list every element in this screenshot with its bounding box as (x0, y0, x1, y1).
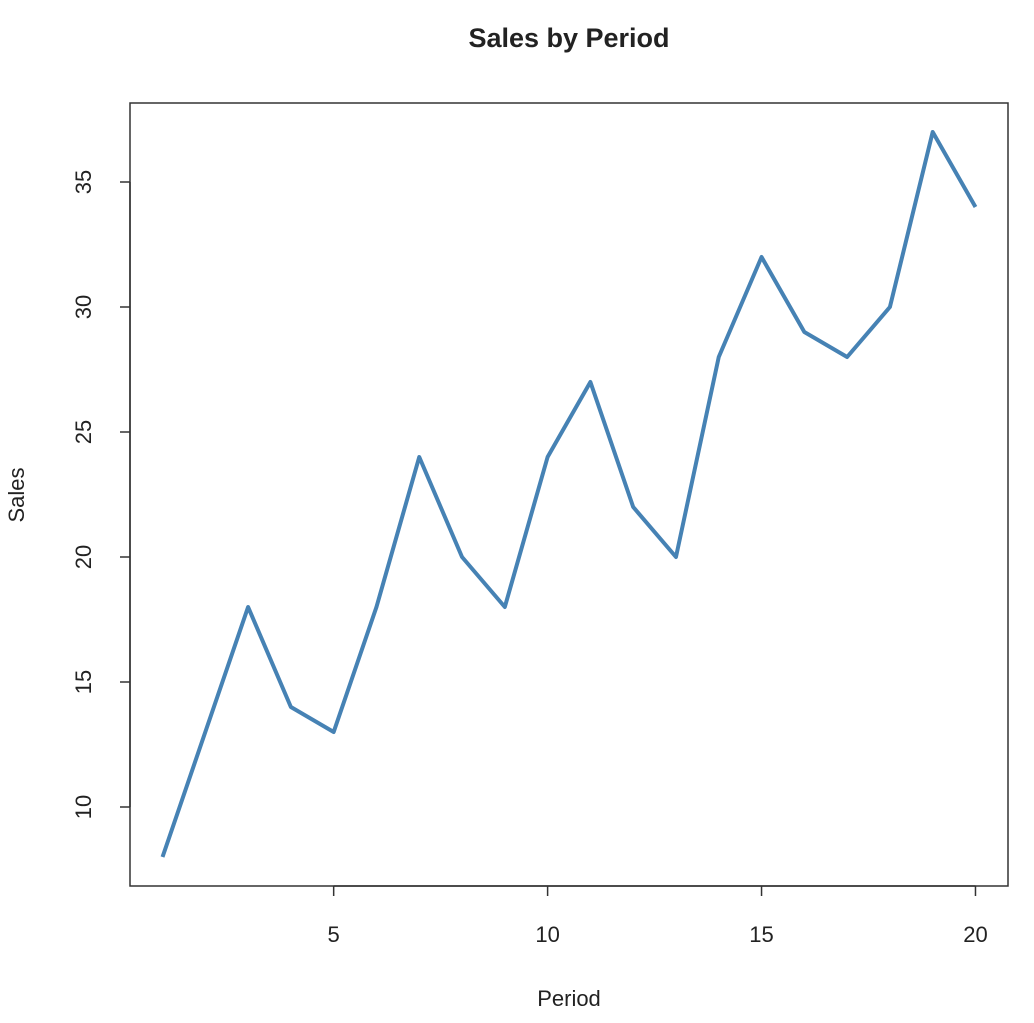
plot-box (129, 102, 1009, 887)
y-tick-label: 20 (71, 545, 96, 569)
y-tick-label: 15 (71, 670, 96, 694)
x-tick-label: 15 (749, 922, 773, 947)
x-tick-label: 20 (963, 922, 987, 947)
y-tick-label: 25 (71, 420, 96, 444)
x-tick-label: 5 (328, 922, 340, 947)
chart-title: Sales by Period (468, 23, 669, 53)
y-tick-label: 35 (71, 170, 96, 194)
x-axis-label: Period (537, 986, 601, 1011)
data-line (160, 130, 978, 858)
y-tick-label: 30 (71, 295, 96, 319)
y-axis-label: Sales (4, 467, 29, 522)
y-tick-label: 10 (71, 795, 96, 819)
x-tick-label: 10 (535, 922, 559, 947)
